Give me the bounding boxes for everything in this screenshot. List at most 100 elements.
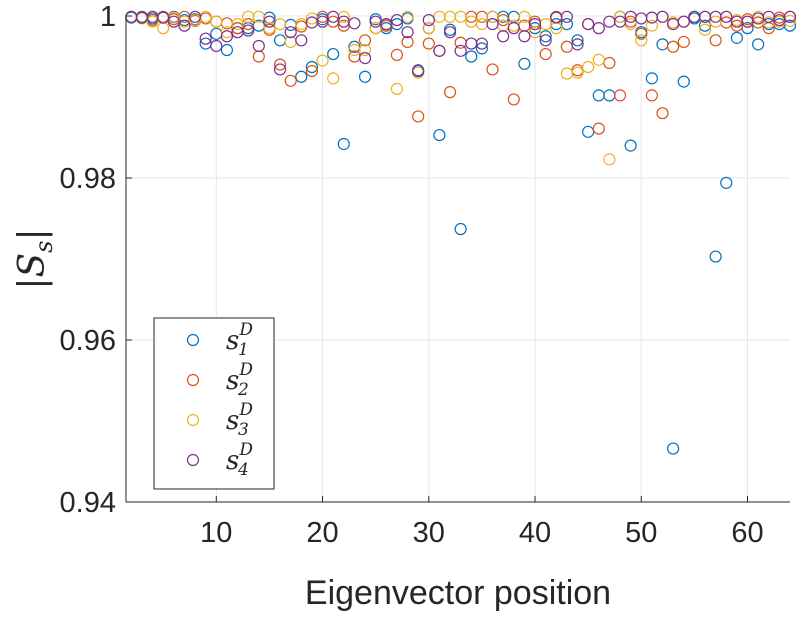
legend-label-sub: 2 xyxy=(237,380,249,400)
legend-item: sD 4 xyxy=(186,440,253,480)
legend-label-sup: D xyxy=(238,400,253,420)
data-point xyxy=(656,107,669,120)
legend-label-sup: D xyxy=(238,440,253,460)
data-point xyxy=(348,17,361,30)
y-axis-title: |Ss| xyxy=(12,228,58,289)
data-point xyxy=(698,19,712,32)
data-point xyxy=(571,38,584,51)
data-point xyxy=(220,43,234,57)
data-point xyxy=(592,122,605,135)
x-tick-label: 60 xyxy=(731,517,763,549)
legend-label-base: s xyxy=(226,326,239,356)
data-point xyxy=(295,70,308,83)
data-point xyxy=(454,44,467,57)
legend-label-sup: D xyxy=(238,360,253,380)
data-point xyxy=(284,26,297,39)
data-point xyxy=(486,18,499,31)
data-point xyxy=(390,48,404,61)
data-point xyxy=(582,60,595,74)
legend-item: sD 2 xyxy=(186,360,253,400)
data-point xyxy=(273,63,287,76)
data-point xyxy=(401,35,414,49)
data-point xyxy=(645,72,658,85)
series-4 xyxy=(125,10,796,78)
y-tick-label: 1 xyxy=(100,1,116,33)
data-point xyxy=(433,44,446,57)
data-point xyxy=(709,250,722,263)
data-point xyxy=(635,34,648,47)
data-point xyxy=(295,34,308,47)
data-point xyxy=(327,47,340,61)
legend-marker xyxy=(186,333,200,347)
data-point xyxy=(252,10,265,23)
data-point xyxy=(284,74,297,87)
data-point xyxy=(390,82,404,96)
legend-label-base: s xyxy=(226,406,239,436)
legend-label-base: s xyxy=(226,446,239,476)
data-point xyxy=(752,38,765,51)
x-axis-title: Eigenvector position xyxy=(305,574,611,612)
legend-label-sub: 1 xyxy=(238,340,249,360)
data-point xyxy=(667,40,680,53)
data-point xyxy=(698,23,712,36)
data-point xyxy=(443,86,457,99)
data-point xyxy=(316,54,329,67)
data-points xyxy=(125,10,796,455)
data-point xyxy=(720,176,733,189)
tick-labels: 10 20 30 40 50 60 0.94 0.96 0.98 1 xyxy=(60,1,764,549)
data-point xyxy=(327,72,340,85)
data-point xyxy=(443,26,457,39)
data-point xyxy=(635,27,648,40)
data-point xyxy=(720,10,733,23)
data-point xyxy=(337,137,350,151)
data-point xyxy=(592,53,605,66)
data-point xyxy=(528,26,542,39)
legend-item: sD 3 xyxy=(186,400,253,440)
data-point xyxy=(677,35,690,49)
x-tick-label: 20 xyxy=(306,517,338,549)
legend-label-sub: 4 xyxy=(237,460,249,480)
y-title-bar-left: | xyxy=(12,278,53,290)
legend-box xyxy=(153,317,275,490)
data-point xyxy=(188,10,202,23)
legend-label-sup: D xyxy=(238,320,253,340)
data-point xyxy=(422,13,435,27)
data-point xyxy=(507,93,520,106)
x-tick-label: 30 xyxy=(413,517,445,549)
data-point xyxy=(592,22,605,35)
data-point xyxy=(709,15,722,28)
data-point xyxy=(667,442,680,455)
legend-label-base: s xyxy=(226,366,239,396)
data-point xyxy=(582,18,595,31)
legend-item: sD 1 xyxy=(186,320,253,360)
data-point xyxy=(518,10,531,23)
data-point xyxy=(497,30,510,43)
data-point xyxy=(507,22,520,35)
data-point xyxy=(709,34,722,47)
legend-label-sub: 3 xyxy=(238,420,249,440)
data-point xyxy=(677,75,690,88)
data-point xyxy=(358,70,372,83)
data-point xyxy=(263,22,276,35)
data-point xyxy=(475,42,489,55)
legend: sD 1sD 2sD 3sD 4 xyxy=(153,317,275,490)
data-point xyxy=(433,128,446,142)
data-point xyxy=(369,22,382,35)
data-point xyxy=(571,34,584,47)
data-point xyxy=(645,89,658,102)
y-tick-label: 0.94 xyxy=(60,487,116,519)
data-point xyxy=(613,15,627,28)
data-point xyxy=(231,18,244,31)
data-point xyxy=(146,15,159,28)
data-point xyxy=(199,32,212,45)
legend-marker xyxy=(186,373,200,387)
data-point xyxy=(475,37,489,50)
data-point xyxy=(454,10,467,23)
data-point xyxy=(528,18,542,31)
data-point xyxy=(412,64,425,78)
x-tick-label: 40 xyxy=(519,517,551,549)
data-point xyxy=(273,58,287,71)
data-point xyxy=(422,22,435,35)
y-tick-label: 0.98 xyxy=(60,163,116,195)
